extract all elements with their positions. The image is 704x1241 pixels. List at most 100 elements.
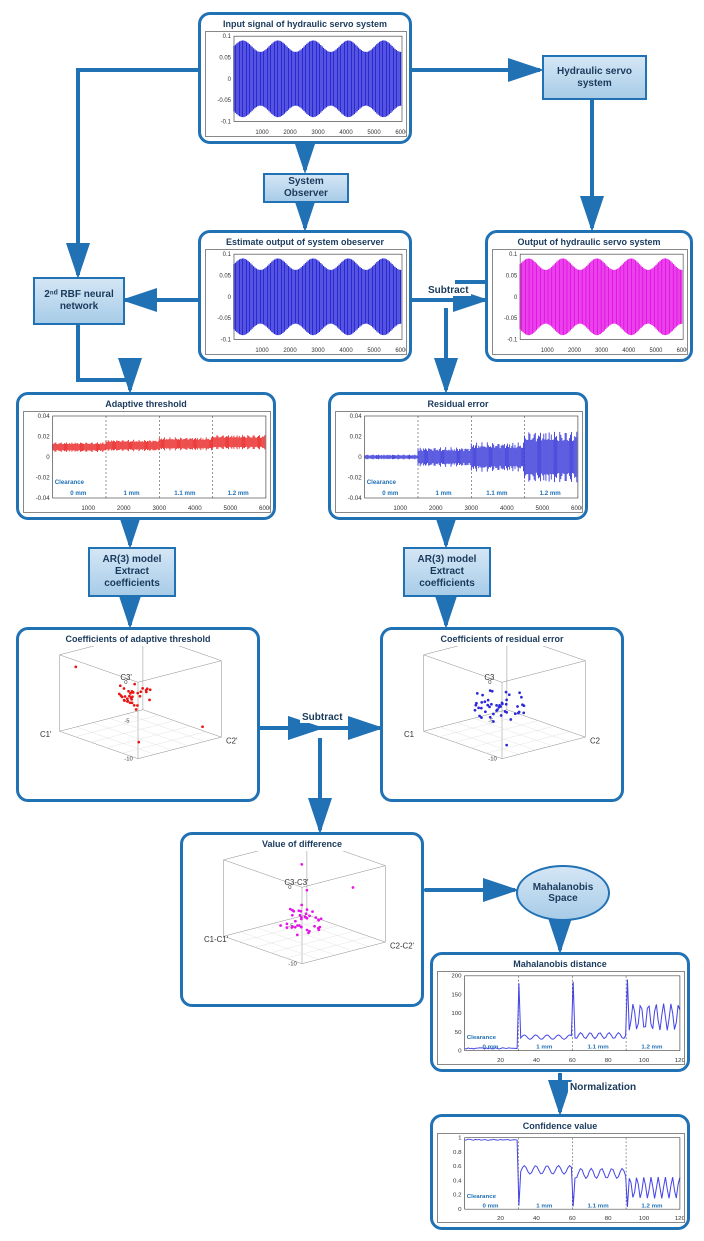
svg-text:80: 80 [605, 1216, 613, 1222]
adaptive-threshold-node: Adaptive threshold -0.04-0.0200.020.0410… [16, 392, 276, 520]
svg-text:Clearance: Clearance [55, 480, 85, 486]
svg-text:5000: 5000 [367, 347, 381, 354]
svg-text:100: 100 [639, 1216, 650, 1222]
system-observer-box: System Observer [263, 173, 349, 203]
svg-text:0: 0 [46, 455, 50, 461]
output-hydraulic-node: Output of hydraulic servo system -0.1-0.… [485, 230, 693, 362]
svg-text:-0.05: -0.05 [217, 315, 231, 322]
svg-text:1000: 1000 [81, 506, 95, 512]
svg-text:40: 40 [533, 1058, 541, 1064]
svg-text:1 mm: 1 mm [536, 1045, 552, 1051]
svg-text:0: 0 [358, 455, 362, 461]
svg-text:-0.05: -0.05 [504, 316, 518, 322]
svg-text:0.02: 0.02 [38, 435, 51, 441]
svg-text:4000: 4000 [339, 347, 353, 354]
svg-text:0.05: 0.05 [219, 54, 231, 61]
svg-text:5000: 5000 [536, 506, 550, 512]
svg-text:-10: -10 [488, 757, 497, 763]
svg-text:6000: 6000 [677, 348, 687, 354]
svg-text:0.1: 0.1 [223, 33, 232, 40]
residual-error-title: Residual error [335, 399, 581, 409]
svg-text:0: 0 [228, 76, 232, 83]
svg-text:3000: 3000 [595, 348, 609, 354]
svg-text:1000: 1000 [541, 348, 555, 354]
svg-text:1.1 mm: 1.1 mm [486, 491, 508, 497]
svg-text:1: 1 [458, 1136, 461, 1142]
svg-text:0: 0 [228, 294, 232, 301]
svg-text:5000: 5000 [224, 506, 238, 512]
svg-text:-0.1: -0.1 [221, 336, 232, 343]
input-signal-node: Input signal of hydraulic servo system -… [198, 12, 412, 144]
input-signal-chart: -0.1-0.0500.050.110002000300040005000600… [205, 31, 407, 137]
svg-text:0: 0 [458, 1207, 462, 1213]
svg-text:5000: 5000 [650, 348, 664, 354]
svg-text:1.2 mm: 1.2 mm [540, 491, 562, 497]
svg-text:40: 40 [533, 1216, 541, 1222]
rbf-label: 2ⁿᵈ RBF neural network [35, 289, 123, 313]
svg-text:80: 80 [605, 1058, 613, 1064]
svg-text:200: 200 [451, 974, 462, 980]
coef-adaptive-chart: C3'C1'C2'-10-50 [23, 646, 253, 793]
ar3-left-box: AR(3) model Extract coefficients [88, 547, 176, 597]
coef-adaptive-node: Coefficients of adaptive threshold C3'C1… [16, 627, 260, 802]
svg-text:60: 60 [569, 1058, 577, 1064]
svg-text:1000: 1000 [255, 347, 269, 354]
svg-text:0.04: 0.04 [350, 414, 363, 420]
svg-text:1.2 mm: 1.2 mm [641, 1045, 662, 1051]
svg-text:Clearance: Clearance [467, 1194, 497, 1200]
svg-text:5000: 5000 [367, 129, 381, 136]
value-diff-title: Value of difference [187, 839, 417, 849]
svg-text:4000: 4000 [339, 129, 353, 136]
svg-text:C1': C1' [40, 730, 52, 739]
svg-text:6000: 6000 [395, 129, 406, 136]
estimate-output-title: Estimate output of system obeserver [205, 237, 405, 247]
svg-text:0.1: 0.1 [223, 251, 232, 258]
svg-text:-0.05: -0.05 [217, 97, 231, 104]
mahal-dist-chart: 05010015020020406080100120Clearance0 mm1… [437, 971, 685, 1065]
adaptive-threshold-title: Adaptive threshold [23, 399, 269, 409]
svg-text:0.6: 0.6 [453, 1164, 462, 1170]
svg-text:-0.1: -0.1 [221, 118, 232, 125]
svg-text:3000: 3000 [311, 347, 325, 354]
ar3-left-label: AR(3) model Extract coefficients [90, 554, 174, 590]
svg-text:0 mm: 0 mm [70, 491, 87, 497]
svg-text:Clearance: Clearance [467, 1035, 497, 1041]
svg-text:-10: -10 [124, 757, 133, 763]
mahal-dist-node: Mahalanobis distance 0501001502002040608… [430, 952, 690, 1072]
svg-text:4000: 4000 [188, 506, 202, 512]
svg-text:1.1 mm: 1.1 mm [588, 1045, 609, 1051]
svg-text:2000: 2000 [283, 347, 297, 354]
svg-text:4000: 4000 [500, 506, 514, 512]
coef-residual-node: Coefficients of residual error C3C1C2-10… [380, 627, 624, 802]
svg-text:0.2: 0.2 [453, 1193, 462, 1199]
svg-text:0.04: 0.04 [38, 414, 51, 420]
svg-text:1 mm: 1 mm [124, 491, 141, 497]
svg-text:1.2 mm: 1.2 mm [641, 1204, 662, 1210]
svg-text:60: 60 [569, 1216, 577, 1222]
value-diff-chart: C3-C3'C1-C1'C2-C2'-10-50 [187, 851, 417, 998]
system-observer-label: System Observer [265, 176, 347, 200]
input-signal-title: Input signal of hydraulic servo system [205, 19, 405, 29]
mahal-space-label: Mahalanobis Space [518, 882, 608, 904]
svg-text:6000: 6000 [571, 506, 582, 512]
svg-text:120: 120 [675, 1216, 684, 1222]
coef-adaptive-title: Coefficients of adaptive threshold [23, 634, 253, 644]
svg-text:C1-C1': C1-C1' [204, 935, 229, 944]
estimate-output-chart: -0.1-0.0500.050.110002000300040005000600… [205, 249, 407, 355]
svg-text:6000: 6000 [395, 347, 406, 354]
confidence-chart: 00.20.40.60.8120406080100120Clearance0 m… [437, 1133, 685, 1223]
svg-text:3000: 3000 [311, 129, 325, 136]
svg-text:1000: 1000 [393, 506, 407, 512]
coef-residual-chart: C3C1C2-10-50 [387, 646, 617, 793]
svg-text:0.8: 0.8 [453, 1150, 462, 1156]
mahal-space-ellipse: Mahalanobis Space [516, 865, 610, 921]
hydraulic-servo-label: Hydraulic servo system [544, 66, 645, 90]
hydraulic-servo-box: Hydraulic servo system [542, 55, 647, 100]
coef-residual-title: Coefficients of residual error [387, 634, 617, 644]
svg-text:1.1 mm: 1.1 mm [174, 491, 196, 497]
svg-text:C2': C2' [226, 737, 238, 746]
svg-text:2000: 2000 [429, 506, 443, 512]
svg-text:-0.02: -0.02 [348, 476, 363, 482]
svg-text:1000: 1000 [255, 129, 269, 136]
svg-text:0 mm: 0 mm [482, 1045, 498, 1051]
